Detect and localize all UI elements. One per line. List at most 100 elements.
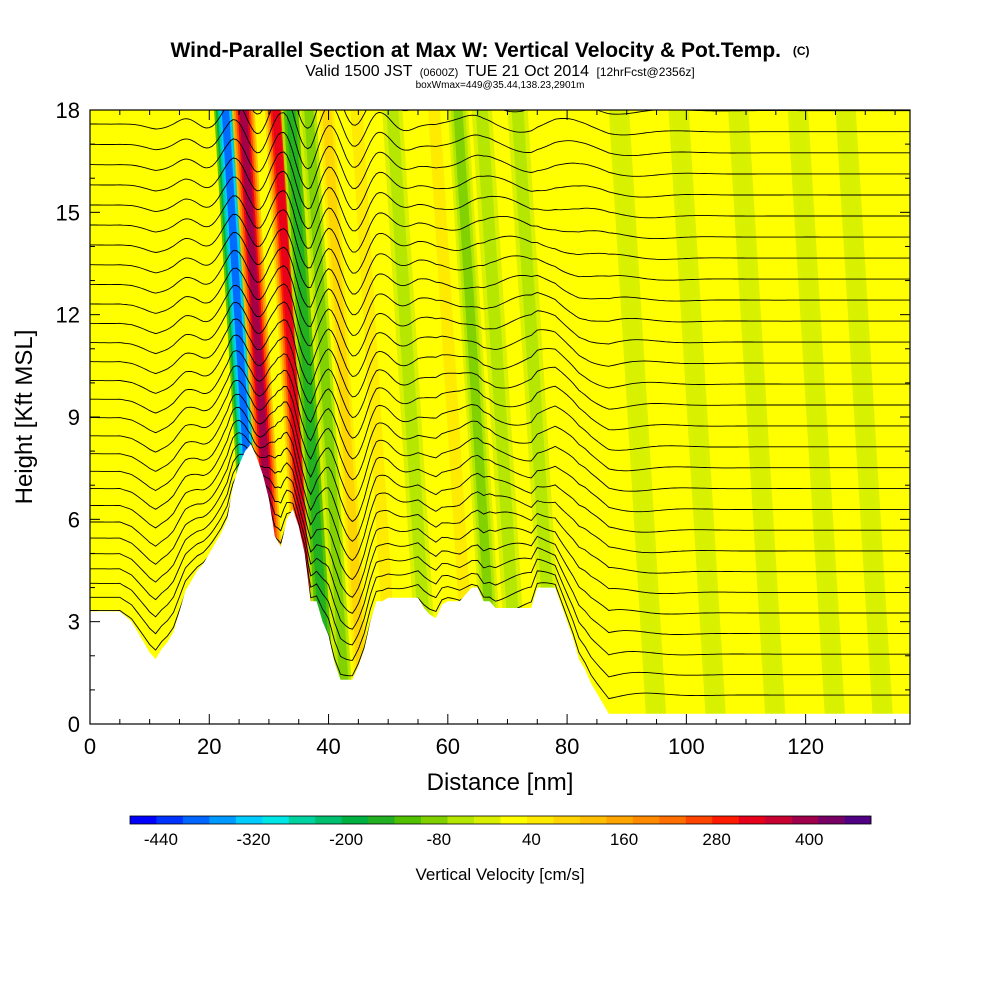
colorbar-swatch — [130, 816, 157, 824]
theta-contour-line — [90, 151, 910, 211]
y-tick-label: 18 — [56, 98, 80, 123]
velocity-band — [453, 110, 501, 724]
colorbar-swatch — [182, 816, 210, 824]
colorbar-swatch — [447, 816, 475, 824]
colorbar-swatch — [844, 816, 872, 824]
theta-contour-line — [90, 265, 910, 336]
colorbar-swatch — [818, 816, 845, 824]
colorbar-swatch — [659, 816, 687, 824]
colorbar-swatch — [368, 816, 395, 824]
theta-contour-line — [90, 393, 910, 502]
velocity-band — [672, 110, 723, 724]
axes: 0 20 40 60 80 100 120 0 3 6 9 12 15 18 — [56, 98, 910, 759]
theta-contour-line — [90, 365, 910, 460]
theta-contour-line — [90, 301, 910, 377]
x-tick-label: 40 — [316, 734, 340, 759]
colorbar-swatch — [288, 816, 316, 824]
chart-title: Wind-Parallel Section at Max W: Vertical… — [170, 39, 809, 62]
velocity-band — [839, 110, 890, 724]
colorbar-swatch — [553, 816, 581, 824]
colorbar-frame — [129, 815, 872, 825]
colorbar-tick-label: 280 — [702, 830, 730, 849]
velocity-band — [613, 110, 663, 724]
theta-contour-line — [90, 419, 910, 542]
valid-time-line: Valid 1500 JST (0600Z) TUE 21 Oct 2014 [… — [305, 63, 694, 80]
x-tick-label: 60 — [436, 734, 460, 759]
colorbar: -440 -320 -200 -80 40 160 280 400 — [129, 815, 872, 849]
colorbar-tick-label: -440 — [144, 830, 178, 849]
theta-contour-line — [90, 379, 910, 481]
valid-utc: (0600Z) — [420, 67, 459, 79]
box-info: boxWmax=449@35.44,138.23,2901m — [416, 80, 585, 91]
colorbar-swatch — [156, 816, 184, 824]
colorbar-swatch — [579, 816, 607, 824]
velocity-band — [322, 110, 369, 724]
colorbar-tick-label: -320 — [236, 830, 270, 849]
theta-contour-line — [90, 467, 910, 635]
x-tick-label: 20 — [197, 734, 221, 759]
theta-contour-line — [90, 246, 910, 316]
y-axis-label: Height [Kft MSL] — [11, 330, 38, 505]
y-tick-label: 6 — [68, 507, 80, 532]
colorbar-tick-label: 40 — [522, 830, 541, 849]
x-axis-label: Distance [nm] — [427, 769, 574, 796]
colorbar-label: Vertical Velocity [cm/s] — [415, 865, 584, 884]
colorbar-swatch — [394, 816, 422, 824]
colorbar-swatch — [500, 816, 528, 824]
theta-contour-line — [90, 228, 910, 295]
theta-contour-line — [90, 318, 910, 398]
colorbar-swatch — [765, 816, 792, 824]
theta-contour-line — [90, 350, 910, 439]
theta-contour-line — [90, 110, 910, 150]
colorbar-swatch — [685, 816, 713, 824]
colorbar-swatch — [632, 816, 660, 824]
plot-area — [90, 110, 910, 724]
colorbar-swatch — [738, 816, 766, 824]
x-tick-label: 0 — [84, 734, 96, 759]
velocity-band — [732, 110, 782, 724]
colorbar-swatch — [209, 816, 237, 824]
y-tick-label: 0 — [68, 712, 80, 737]
theta-contour-line — [90, 190, 910, 253]
theta-contour-line — [90, 283, 910, 357]
colorbar-tick-label: 400 — [795, 830, 823, 849]
colorbar-tick-label: -80 — [427, 830, 452, 849]
terrain-mask — [90, 444, 910, 724]
theta-contour-line — [90, 443, 910, 581]
colorbar-tick-label: 160 — [610, 830, 638, 849]
velocity-band — [511, 110, 562, 724]
colorbar-swatch — [526, 816, 554, 824]
colorbar-swatch — [315, 816, 343, 824]
valid-prefix: Valid 1500 JST — [305, 63, 413, 80]
y-tick-label: 3 — [68, 610, 80, 635]
theta-contour-line — [90, 406, 910, 523]
y-tick-label: 15 — [56, 200, 80, 225]
y-tick-label: 12 — [56, 303, 80, 328]
x-tick-label: 100 — [668, 734, 705, 759]
title-mark: (C) — [793, 44, 810, 58]
x-tick-label: 120 — [787, 734, 824, 759]
theta-contour-line — [90, 209, 910, 274]
colorbar-swatch — [262, 816, 290, 824]
velocity-band — [386, 110, 436, 724]
colorbar-tick-label: -200 — [329, 830, 363, 849]
theta-contour-line — [90, 461, 910, 615]
forecast-info: [12hrFcst@2356z] — [597, 65, 695, 79]
theta-contour-line — [90, 453, 910, 598]
velocity-band — [428, 110, 478, 724]
colorbar-swatch — [712, 816, 739, 824]
colorbar-swatch — [606, 816, 634, 824]
theta-contour-line — [90, 112, 910, 170]
x-tick-label: 80 — [555, 734, 579, 759]
valid-date: TUE 21 Oct 2014 — [465, 63, 589, 80]
y-tick-label: 9 — [68, 405, 80, 430]
velocity-band — [791, 110, 842, 724]
colorbar-swatch — [791, 816, 819, 824]
theta-contour-line — [90, 471, 910, 656]
theta-contour-line — [90, 170, 910, 232]
colorbar-swatch — [341, 816, 369, 824]
theta-contour-line — [90, 432, 910, 562]
colorbar-swatch — [235, 816, 263, 824]
colorbar-swatch — [474, 816, 501, 824]
